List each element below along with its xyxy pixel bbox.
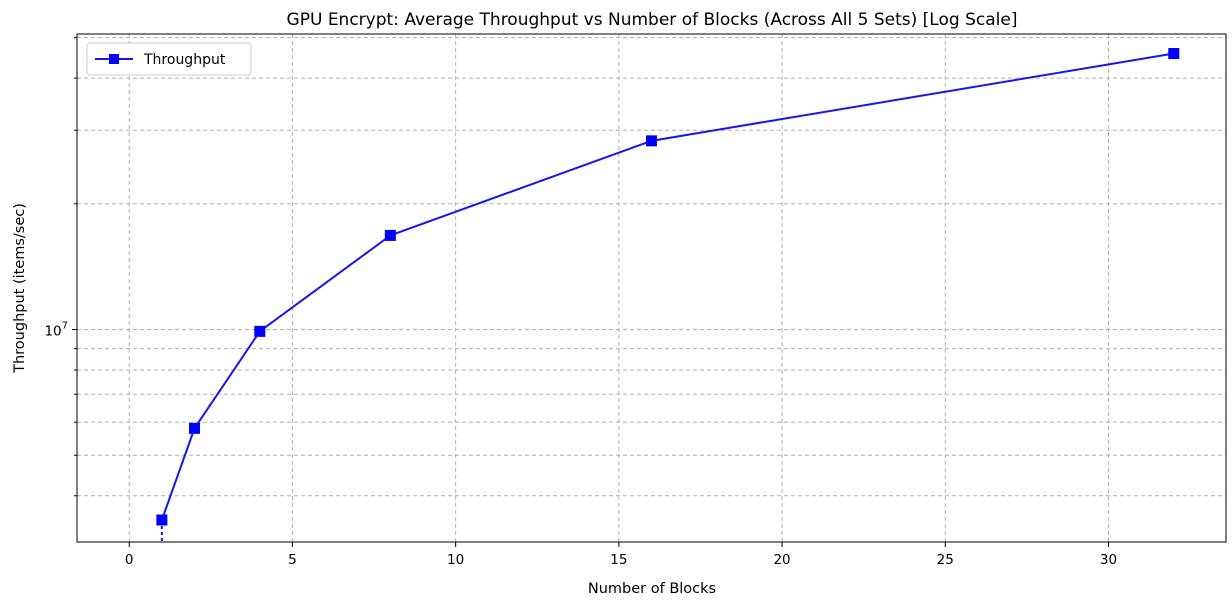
series-throughput — [156, 48, 1180, 542]
x-tick-label: 20 — [773, 552, 790, 568]
data-point — [156, 514, 168, 526]
x-tick-label: 30 — [1100, 552, 1117, 568]
series-line — [160, 52, 1174, 521]
y-axis-label: Throughput (items/sec) — [12, 203, 28, 374]
chart-title: GPU Encrypt: Average Throughput vs Numbe… — [287, 10, 1018, 30]
x-tick-label: 0 — [125, 552, 134, 568]
legend-marker — [109, 54, 119, 64]
x-tick-label: 25 — [937, 552, 954, 568]
legend: Throughput — [86, 42, 252, 76]
x-tick-label: 5 — [288, 552, 297, 568]
x-ticks: 0 5 10 15 20 25 30 — [125, 542, 1117, 568]
y-tick-label: 107 — [44, 321, 68, 340]
data-point — [189, 422, 201, 434]
data-point — [1168, 48, 1180, 60]
legend-label: Throughput — [143, 52, 226, 68]
y-ticks: 107 — [44, 37, 77, 497]
x-axis-label: Number of Blocks — [588, 581, 716, 597]
data-point — [384, 229, 396, 241]
data-point — [646, 135, 657, 147]
plot-frame — [76, 33, 1227, 543]
grid-minor — [77, 37, 1226, 497]
x-tick-label: 10 — [447, 552, 464, 568]
x-tick-label: 15 — [610, 552, 627, 568]
grid-major — [77, 34, 1226, 542]
data-point — [254, 325, 266, 337]
legend-box — [86, 42, 252, 76]
